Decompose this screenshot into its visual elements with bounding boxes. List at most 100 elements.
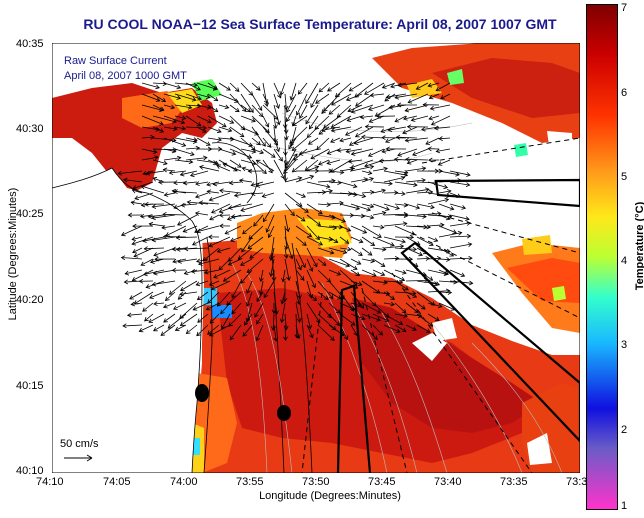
current-arrow [280, 82, 286, 96]
current-arrow-head [335, 309, 341, 314]
current-arrow [346, 93, 363, 101]
current-arrow [306, 324, 314, 338]
current-arrow-head [435, 281, 441, 287]
current-arrow-head [314, 125, 320, 130]
current-arrow [364, 82, 385, 95]
current-arrow-head [318, 87, 324, 93]
current-arrow-head [393, 157, 399, 162]
current-arrow-head [227, 261, 233, 266]
current-arrow-head [452, 229, 457, 234]
current-arrow-head [324, 295, 329, 300]
current-arrow-head [283, 135, 289, 141]
current-arrow [339, 236, 349, 244]
current-arrow [281, 291, 286, 304]
current-arrow [230, 236, 242, 242]
current-arrow [207, 104, 219, 113]
current-arrow [317, 291, 329, 300]
current-arrow-head [251, 149, 257, 154]
current-arrow-head [308, 124, 314, 130]
current-arrow-head [370, 258, 376, 264]
current-arrow [152, 159, 168, 165]
current-arrow [153, 302, 165, 305]
current-arrow [317, 225, 337, 229]
current-arrow-head [206, 189, 212, 195]
current-arrow [242, 324, 253, 337]
current-arrow-head [154, 256, 159, 262]
current-arrow [372, 324, 383, 336]
current-arrow [241, 236, 253, 253]
current-arrow [361, 225, 382, 238]
current-arrow-head [139, 213, 145, 219]
current-arrow [394, 302, 407, 314]
current-arrow-head [421, 177, 426, 183]
current-arrow-head [249, 108, 254, 114]
current-arrow [383, 177, 405, 183]
current-arrow-head [147, 214, 153, 219]
current-arrow-head [297, 89, 303, 95]
current-arrow-head [466, 221, 472, 226]
current-arrow-head [195, 145, 201, 151]
current-arrow [163, 236, 187, 238]
current-arrow-head [211, 209, 216, 214]
current-arrow-head [346, 227, 352, 232]
current-arrow-head [172, 258, 177, 264]
current-arrow [372, 269, 385, 276]
current-arrow [383, 302, 395, 305]
current-arrow-head [397, 82, 402, 88]
current-arrow [284, 225, 288, 250]
current-arrow-head [313, 262, 318, 268]
x-tick: 73:3 [566, 476, 588, 488]
current-arrow-head [140, 184, 146, 190]
current-arrow-head [226, 216, 232, 221]
current-arrow-head [330, 127, 336, 133]
current-arrow [218, 126, 232, 132]
current-arrow [141, 148, 157, 153]
current-arrow-head [437, 303, 443, 309]
current-arrow-head [241, 107, 247, 112]
current-arrow [256, 181, 275, 187]
current-arrow-head [325, 184, 331, 189]
current-arrow-head [461, 205, 467, 210]
current-arrow [284, 313, 287, 330]
current-arrow [132, 247, 143, 253]
current-arrow [425, 137, 440, 145]
current-arrow [234, 192, 253, 197]
current-arrow [370, 93, 385, 96]
current-arrow [308, 115, 319, 130]
current-arrow-head [193, 82, 198, 88]
current-arrow-head [385, 138, 390, 143]
current-arrow-head [180, 202, 186, 208]
current-arrow [229, 148, 252, 159]
current-arrow-head [433, 125, 439, 131]
current-arrow-head [395, 256, 400, 261]
current-arrow [327, 82, 341, 92]
current-arrow-head [312, 296, 318, 302]
current-arrow-head [443, 184, 449, 189]
current-arrow [328, 247, 347, 254]
current-arrow [355, 93, 374, 107]
current-arrow-head [404, 107, 410, 113]
current-arrow-head [368, 118, 374, 123]
current-arrow [262, 148, 276, 158]
current-arrow-head [327, 87, 332, 92]
current-arrow-head [305, 99, 310, 105]
current-arrow-head [425, 140, 431, 145]
current-arrow-head [221, 324, 226, 330]
current-arrow [262, 192, 275, 197]
current-arrow [262, 115, 269, 128]
current-arrow [310, 93, 319, 108]
current-arrow [438, 258, 450, 261]
current-arrow [284, 177, 302, 183]
current-arrow-head [353, 331, 358, 337]
current-arrow [229, 104, 240, 113]
current-arrow-head [209, 215, 214, 221]
current-arrow-head [267, 233, 273, 239]
current-arrow [163, 93, 181, 99]
current-arrow-head [255, 183, 261, 188]
current-arrow [163, 115, 185, 124]
current-arrow-head [268, 272, 274, 277]
current-arrow-head [383, 166, 388, 172]
current-arrow-head [282, 177, 288, 182]
current-arrow-head [390, 242, 395, 247]
current-arrow [394, 280, 409, 291]
